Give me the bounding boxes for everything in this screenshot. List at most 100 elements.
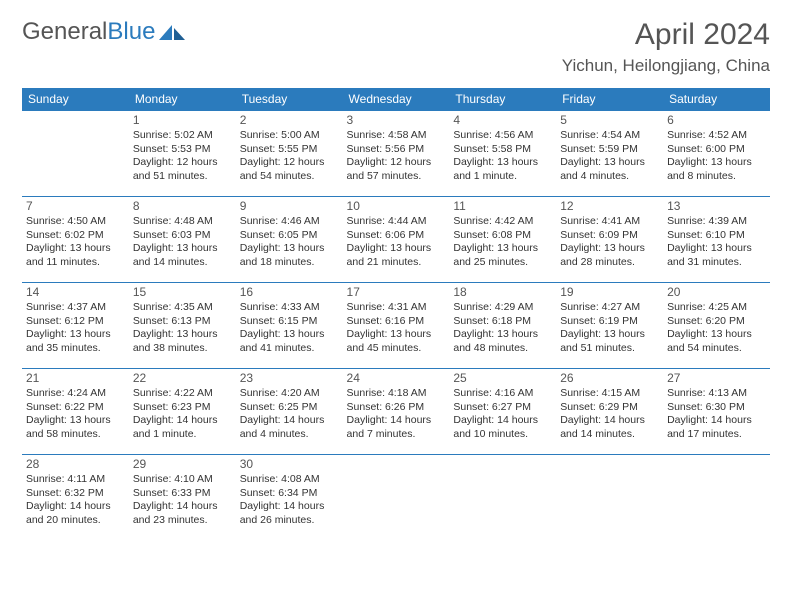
sunset-line: Sunset: 5:58 PM [453, 143, 552, 156]
sunrise-line: Sunrise: 4:16 AM [453, 387, 552, 400]
day-number: 18 [453, 285, 552, 300]
calendar-day-cell [343, 455, 450, 541]
calendar-day-cell: 9Sunrise: 4:46 AMSunset: 6:05 PMDaylight… [236, 197, 343, 283]
sunrise-line: Sunrise: 4:54 AM [560, 129, 659, 142]
sunset-line: Sunset: 6:00 PM [667, 143, 766, 156]
day-details: Sunrise: 4:46 AMSunset: 6:05 PMDaylight:… [240, 215, 339, 269]
calendar-day-cell: 17Sunrise: 4:31 AMSunset: 6:16 PMDayligh… [343, 283, 450, 369]
sunset-line: Sunset: 6:05 PM [240, 229, 339, 242]
sunset-line: Sunset: 6:23 PM [133, 401, 232, 414]
header: GeneralBlue April 2024 Yichun, Heilongji… [22, 18, 770, 76]
day-number: 30 [240, 457, 339, 472]
sunrise-line: Sunrise: 4:56 AM [453, 129, 552, 142]
sunset-line: Sunset: 6:29 PM [560, 401, 659, 414]
weekday-header: Thursday [449, 88, 556, 111]
day-number: 10 [347, 199, 446, 214]
weekday-header: Sunday [22, 88, 129, 111]
day-number: 7 [26, 199, 125, 214]
weekday-header-row: Sunday Monday Tuesday Wednesday Thursday… [22, 88, 770, 111]
sunset-line: Sunset: 6:20 PM [667, 315, 766, 328]
day-number: 28 [26, 457, 125, 472]
day-details: Sunrise: 4:10 AMSunset: 6:33 PMDaylight:… [133, 473, 232, 527]
brand-logo: GeneralBlue [22, 18, 185, 46]
calendar-day-cell: 30Sunrise: 4:08 AMSunset: 6:34 PMDayligh… [236, 455, 343, 541]
page-title: April 2024 [562, 18, 770, 52]
sunset-line: Sunset: 6:30 PM [667, 401, 766, 414]
daylight-line: Daylight: 13 hours and 58 minutes. [26, 414, 125, 441]
sunrise-line: Sunrise: 4:48 AM [133, 215, 232, 228]
day-details: Sunrise: 4:41 AMSunset: 6:09 PMDaylight:… [560, 215, 659, 269]
sunset-line: Sunset: 6:06 PM [347, 229, 446, 242]
day-number: 3 [347, 113, 446, 128]
day-details: Sunrise: 4:27 AMSunset: 6:19 PMDaylight:… [560, 301, 659, 355]
daylight-line: Daylight: 13 hours and 38 minutes. [133, 328, 232, 355]
calendar-week-row: 7Sunrise: 4:50 AMSunset: 6:02 PMDaylight… [22, 197, 770, 283]
daylight-line: Daylight: 13 hours and 31 minutes. [667, 242, 766, 269]
sunset-line: Sunset: 5:56 PM [347, 143, 446, 156]
day-number: 21 [26, 371, 125, 386]
day-details: Sunrise: 5:00 AMSunset: 5:55 PMDaylight:… [240, 129, 339, 183]
sunrise-line: Sunrise: 4:25 AM [667, 301, 766, 314]
day-number: 9 [240, 199, 339, 214]
day-number: 12 [560, 199, 659, 214]
day-number: 8 [133, 199, 232, 214]
day-number: 26 [560, 371, 659, 386]
calendar-day-cell: 26Sunrise: 4:15 AMSunset: 6:29 PMDayligh… [556, 369, 663, 455]
sunset-line: Sunset: 6:13 PM [133, 315, 232, 328]
calendar-day-cell [449, 455, 556, 541]
day-details: Sunrise: 4:54 AMSunset: 5:59 PMDaylight:… [560, 129, 659, 183]
sunrise-line: Sunrise: 4:42 AM [453, 215, 552, 228]
weekday-header: Friday [556, 88, 663, 111]
sunrise-line: Sunrise: 4:52 AM [667, 129, 766, 142]
calendar-day-cell: 27Sunrise: 4:13 AMSunset: 6:30 PMDayligh… [663, 369, 770, 455]
day-number: 16 [240, 285, 339, 300]
calendar-table: Sunday Monday Tuesday Wednesday Thursday… [22, 88, 770, 541]
brand-part1: General [22, 18, 107, 45]
weekday-header: Tuesday [236, 88, 343, 111]
calendar-day-cell: 29Sunrise: 4:10 AMSunset: 6:33 PMDayligh… [129, 455, 236, 541]
sunrise-line: Sunrise: 4:37 AM [26, 301, 125, 314]
sunrise-line: Sunrise: 4:11 AM [26, 473, 125, 486]
calendar-day-cell: 4Sunrise: 4:56 AMSunset: 5:58 PMDaylight… [449, 111, 556, 197]
sunrise-line: Sunrise: 4:41 AM [560, 215, 659, 228]
calendar-day-cell: 2Sunrise: 5:00 AMSunset: 5:55 PMDaylight… [236, 111, 343, 197]
sunrise-line: Sunrise: 4:24 AM [26, 387, 125, 400]
day-number: 1 [133, 113, 232, 128]
sunrise-line: Sunrise: 4:46 AM [240, 215, 339, 228]
day-details: Sunrise: 4:50 AMSunset: 6:02 PMDaylight:… [26, 215, 125, 269]
sunset-line: Sunset: 6:15 PM [240, 315, 339, 328]
day-details: Sunrise: 4:58 AMSunset: 5:56 PMDaylight:… [347, 129, 446, 183]
calendar-day-cell: 8Sunrise: 4:48 AMSunset: 6:03 PMDaylight… [129, 197, 236, 283]
sunrise-line: Sunrise: 4:20 AM [240, 387, 339, 400]
calendar-day-cell [22, 111, 129, 197]
sunrise-line: Sunrise: 4:13 AM [667, 387, 766, 400]
day-details: Sunrise: 4:35 AMSunset: 6:13 PMDaylight:… [133, 301, 232, 355]
daylight-line: Daylight: 13 hours and 18 minutes. [240, 242, 339, 269]
day-details: Sunrise: 4:33 AMSunset: 6:15 PMDaylight:… [240, 301, 339, 355]
calendar-day-cell: 23Sunrise: 4:20 AMSunset: 6:25 PMDayligh… [236, 369, 343, 455]
daylight-line: Daylight: 14 hours and 4 minutes. [240, 414, 339, 441]
sunset-line: Sunset: 6:12 PM [26, 315, 125, 328]
sunrise-line: Sunrise: 4:58 AM [347, 129, 446, 142]
sunrise-line: Sunrise: 4:44 AM [347, 215, 446, 228]
calendar-day-cell: 16Sunrise: 4:33 AMSunset: 6:15 PMDayligh… [236, 283, 343, 369]
weekday-header: Monday [129, 88, 236, 111]
daylight-line: Daylight: 12 hours and 54 minutes. [240, 156, 339, 183]
brand-part2: Blue [107, 18, 155, 45]
calendar-day-cell: 13Sunrise: 4:39 AMSunset: 6:10 PMDayligh… [663, 197, 770, 283]
calendar-day-cell: 15Sunrise: 4:35 AMSunset: 6:13 PMDayligh… [129, 283, 236, 369]
day-number: 22 [133, 371, 232, 386]
day-details: Sunrise: 4:11 AMSunset: 6:32 PMDaylight:… [26, 473, 125, 527]
sunrise-line: Sunrise: 4:29 AM [453, 301, 552, 314]
sunset-line: Sunset: 6:02 PM [26, 229, 125, 242]
daylight-line: Daylight: 13 hours and 51 minutes. [560, 328, 659, 355]
calendar-day-cell: 1Sunrise: 5:02 AMSunset: 5:53 PMDaylight… [129, 111, 236, 197]
sunrise-line: Sunrise: 4:35 AM [133, 301, 232, 314]
sunset-line: Sunset: 6:26 PM [347, 401, 446, 414]
calendar-day-cell: 7Sunrise: 4:50 AMSunset: 6:02 PMDaylight… [22, 197, 129, 283]
calendar-day-cell: 19Sunrise: 4:27 AMSunset: 6:19 PMDayligh… [556, 283, 663, 369]
sunset-line: Sunset: 5:55 PM [240, 143, 339, 156]
sunrise-line: Sunrise: 5:02 AM [133, 129, 232, 142]
day-details: Sunrise: 4:31 AMSunset: 6:16 PMDaylight:… [347, 301, 446, 355]
calendar-day-cell: 10Sunrise: 4:44 AMSunset: 6:06 PMDayligh… [343, 197, 450, 283]
